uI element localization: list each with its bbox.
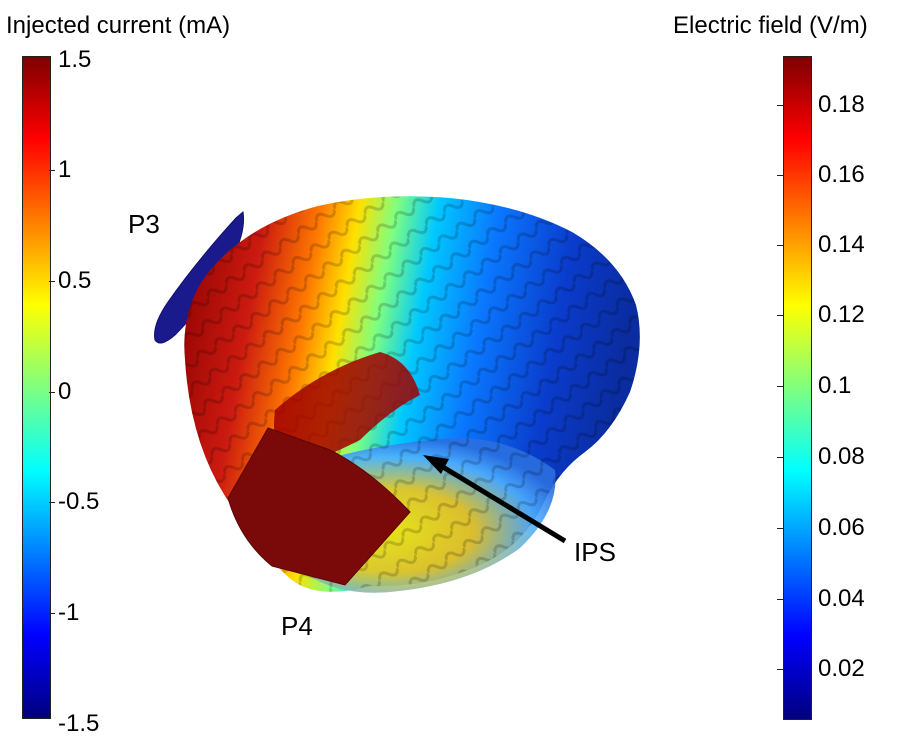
p4-electrode	[227, 427, 411, 586]
right-tick-mark	[777, 245, 783, 246]
left-tick-mark	[49, 281, 55, 282]
right-tick-mark	[777, 669, 783, 670]
left-tick-label: 1	[58, 156, 72, 183]
right-tick-label: 0.02	[818, 655, 865, 682]
left-tick-label: 1.5	[58, 46, 92, 73]
right-tick-label: 0.18	[818, 91, 865, 118]
right-tick-mark	[777, 105, 783, 106]
left-tick-label: -1	[58, 599, 80, 626]
right-colorbar	[783, 56, 812, 720]
right-tick-label: 0.12	[818, 301, 865, 328]
left-tick-label: 0.5	[58, 267, 92, 294]
right-colorbar-title: Electric field (V/m)	[673, 12, 868, 39]
right-tick-mark	[777, 175, 783, 176]
right-tick-mark	[777, 386, 783, 387]
right-tick-label: 0.16	[818, 161, 865, 188]
left-tick-mark	[49, 170, 55, 171]
p3-label: P3	[128, 209, 160, 239]
left-tick-mark	[49, 392, 55, 393]
ips-arrow	[436, 461, 567, 544]
ips-arrowhead	[423, 455, 449, 474]
right-tick-label: 0.1	[818, 372, 852, 399]
left-tick-label: -0.5	[58, 488, 100, 515]
left-colorbar	[22, 56, 51, 719]
right-tick-label: 0.04	[818, 585, 865, 612]
left-colorbar-title: Injected current (mA)	[6, 12, 231, 39]
right-tick-mark	[777, 457, 783, 458]
right-tick-mark	[777, 599, 783, 600]
left-tick-mark	[49, 613, 55, 614]
right-tick-mark	[777, 315, 783, 316]
p4-label: P4	[281, 611, 313, 641]
right-tick-mark	[777, 528, 783, 529]
ips-label: IPS	[574, 537, 616, 567]
left-tick-mark	[49, 502, 55, 503]
left-tick-label: 0	[58, 378, 72, 405]
left-tick-label: -1.5	[58, 710, 100, 737]
right-tick-label: 0.06	[818, 514, 865, 541]
right-tick-label: 0.08	[818, 443, 865, 470]
right-tick-label: 0.14	[818, 231, 865, 258]
